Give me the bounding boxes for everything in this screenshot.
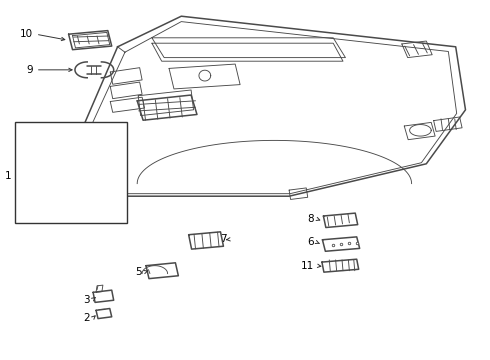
Text: 9: 9 <box>26 65 33 75</box>
Text: 11: 11 <box>300 261 314 271</box>
Text: 3: 3 <box>83 294 90 305</box>
Bar <box>15 122 127 223</box>
Text: 1: 1 <box>5 171 12 181</box>
Text: 6: 6 <box>307 237 314 247</box>
Text: 5: 5 <box>135 267 142 277</box>
Text: 7: 7 <box>220 234 226 244</box>
Text: 2: 2 <box>83 313 90 323</box>
Text: 10: 10 <box>20 29 33 39</box>
Text: 8: 8 <box>307 214 314 224</box>
Text: 4: 4 <box>46 134 53 144</box>
